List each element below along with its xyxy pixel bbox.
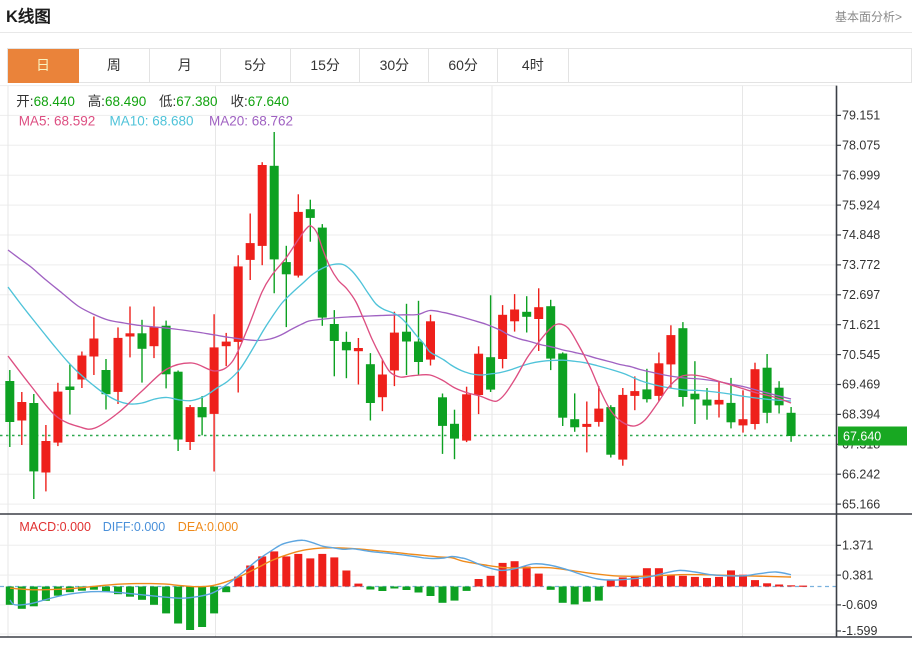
svg-text:66.242: 66.242 xyxy=(842,467,880,481)
svg-text:收:67.640: 收:67.640 xyxy=(231,94,290,109)
svg-text:65.166: 65.166 xyxy=(842,497,880,511)
svg-text:MA5: 68.592: MA5: 68.592 xyxy=(19,113,96,128)
svg-text:68.394: 68.394 xyxy=(842,408,880,422)
svg-text:1.371: 1.371 xyxy=(842,539,873,553)
svg-text:71.621: 71.621 xyxy=(842,318,880,332)
svg-text:0.381: 0.381 xyxy=(842,568,873,582)
svg-text:76.999: 76.999 xyxy=(842,168,880,182)
svg-text:79.151: 79.151 xyxy=(842,109,880,123)
svg-text:72.697: 72.697 xyxy=(842,288,880,302)
svg-text:MA10: 68.680: MA10: 68.680 xyxy=(110,113,194,128)
svg-text:73.772: 73.772 xyxy=(842,258,880,272)
svg-text:74.848: 74.848 xyxy=(842,228,880,242)
svg-text:75.924: 75.924 xyxy=(842,198,880,212)
svg-text:-1.599: -1.599 xyxy=(842,624,877,638)
svg-text:DIFF:0.000: DIFF:0.000 xyxy=(103,520,166,534)
svg-text:DEA:0.000: DEA:0.000 xyxy=(178,520,239,534)
svg-text:MACD:0.000: MACD:0.000 xyxy=(19,520,91,534)
svg-text:69.469: 69.469 xyxy=(842,378,880,392)
svg-text:低:67.380: 低:67.380 xyxy=(159,94,218,109)
svg-text:70.545: 70.545 xyxy=(842,348,880,362)
svg-text:-0.609: -0.609 xyxy=(842,598,877,612)
svg-text:78.075: 78.075 xyxy=(842,139,880,153)
svg-text:MA20: 68.762: MA20: 68.762 xyxy=(209,113,293,128)
svg-text:开:68.440: 开:68.440 xyxy=(16,94,75,109)
svg-text:67.640: 67.640 xyxy=(843,430,881,444)
svg-text:高:68.490: 高:68.490 xyxy=(88,93,147,109)
